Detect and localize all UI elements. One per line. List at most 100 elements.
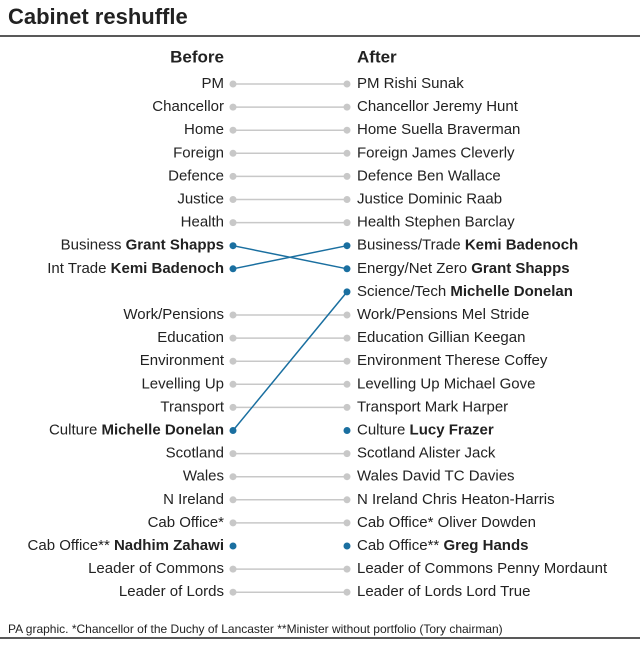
dot bbox=[343, 403, 351, 411]
left-label: Business Grant Shapps bbox=[61, 237, 224, 254]
right-label: Scotland Alister Jack bbox=[357, 445, 496, 462]
right-label: Work/Pensions Mel Stride bbox=[357, 306, 529, 323]
dot bbox=[229, 80, 237, 88]
header-before: Before bbox=[170, 47, 224, 66]
right-label: Transport Mark Harper bbox=[357, 398, 508, 415]
right-label: Energy/Net Zero Grant Shapps bbox=[357, 260, 570, 277]
left-label: PM bbox=[202, 75, 225, 92]
dot bbox=[229, 126, 237, 134]
left-label: Levelling Up bbox=[141, 375, 224, 392]
left-label: Defence bbox=[168, 167, 224, 184]
dot bbox=[343, 450, 351, 458]
header-after: After bbox=[357, 47, 397, 66]
dot bbox=[229, 219, 237, 227]
dot bbox=[229, 242, 237, 250]
label-name: Kemi Badenoch bbox=[465, 237, 578, 254]
label-text: Chancellor bbox=[152, 98, 224, 115]
left-label: Transport bbox=[160, 398, 224, 415]
label-text: Leader of Lords Lord True bbox=[357, 583, 530, 600]
label-text: Culture bbox=[49, 421, 97, 438]
right-label: Cab Office** Greg Hands bbox=[357, 537, 528, 554]
label-text: Environment Therese Coffey bbox=[357, 352, 548, 369]
label-text: Transport Mark Harper bbox=[357, 398, 508, 415]
left-label: Education bbox=[157, 329, 224, 346]
label-text: Wales David TC Davies bbox=[357, 468, 515, 485]
dot bbox=[343, 126, 351, 134]
dot bbox=[343, 172, 351, 180]
dot bbox=[343, 380, 351, 388]
label-text: Int Trade bbox=[47, 260, 106, 277]
label-text: Foreign James Cleverly bbox=[357, 144, 515, 161]
label-text: Science/Tech bbox=[357, 283, 446, 300]
label-name: Kemi Badenoch bbox=[111, 260, 224, 277]
label-text: Cab Office** bbox=[357, 537, 439, 554]
dot bbox=[229, 519, 237, 527]
dot bbox=[229, 334, 237, 342]
left-label: Chancellor bbox=[152, 98, 224, 115]
label-text: Scotland Alister Jack bbox=[357, 445, 496, 462]
dot bbox=[343, 519, 351, 527]
title: Cabinet reshuffle bbox=[8, 4, 188, 29]
dot bbox=[343, 288, 351, 296]
label-text: Wales bbox=[183, 468, 224, 485]
right-label: Foreign James Cleverly bbox=[357, 144, 515, 161]
right-label: Levelling Up Michael Gove bbox=[357, 375, 535, 392]
right-label: Defence Ben Wallace bbox=[357, 167, 501, 184]
right-label: Home Suella Braverman bbox=[357, 121, 520, 138]
dot bbox=[229, 357, 237, 365]
label-name: Michelle Donelan bbox=[101, 421, 224, 438]
label-name: Grant Shapps bbox=[471, 260, 569, 277]
dot bbox=[343, 427, 351, 434]
label-text: Levelling Up Michael Gove bbox=[357, 375, 535, 392]
label-text: PM bbox=[202, 75, 225, 92]
left-label: Leader of Commons bbox=[88, 560, 224, 577]
label-text: Foreign bbox=[173, 144, 224, 161]
label-text: Justice bbox=[177, 190, 224, 207]
label-text: Chancellor Jeremy Hunt bbox=[357, 98, 519, 115]
label-text: Business bbox=[61, 237, 122, 254]
dot bbox=[229, 196, 237, 203]
left-label: N Ireland bbox=[163, 491, 224, 508]
label-text: Cab Office** bbox=[28, 537, 110, 554]
dot bbox=[229, 542, 237, 550]
label-text: N Ireland Chris Heaton-Harris bbox=[357, 491, 555, 508]
label-text: Scotland bbox=[166, 445, 224, 462]
rows: PM PM Rishi Sunak Chancellor Chancellor Jer… bbox=[28, 75, 608, 600]
label-text: Environment bbox=[140, 352, 225, 369]
left-label: Cab Office** Nadhim Zahawi bbox=[28, 537, 224, 554]
left-label: Environment bbox=[140, 352, 225, 369]
dot bbox=[343, 196, 351, 203]
label-text: PM Rishi Sunak bbox=[357, 75, 464, 92]
dot bbox=[229, 588, 237, 596]
dot bbox=[343, 334, 351, 342]
label-name: Lucy Frazer bbox=[410, 421, 494, 438]
right-label: PM Rishi Sunak bbox=[357, 75, 464, 92]
dot bbox=[343, 149, 351, 157]
label-text: Leader of Commons Penny Mordaunt bbox=[357, 560, 608, 577]
left-label: Wales bbox=[183, 468, 224, 485]
dot bbox=[229, 380, 237, 388]
dot bbox=[229, 103, 237, 111]
label-text: Cab Office* bbox=[148, 514, 225, 531]
dot bbox=[343, 473, 351, 481]
label-text: Cab Office* Oliver Dowden bbox=[357, 514, 536, 531]
dot bbox=[343, 542, 351, 550]
dot bbox=[343, 265, 351, 273]
left-label: Leader of Lords bbox=[119, 583, 224, 600]
label-text: Leader of Commons bbox=[88, 560, 224, 577]
dot bbox=[229, 311, 237, 319]
left-label: Health bbox=[181, 214, 224, 231]
move-line bbox=[232, 244, 348, 270]
dot bbox=[343, 311, 351, 319]
label-text: Education bbox=[157, 329, 224, 346]
right-label: Science/Tech Michelle Donelan bbox=[357, 283, 573, 300]
right-label: Leader of Commons Penny Mordaunt bbox=[357, 560, 608, 577]
label-text: Home Suella Braverman bbox=[357, 121, 520, 138]
dot bbox=[229, 496, 237, 504]
dot bbox=[343, 242, 351, 250]
label-text: N Ireland bbox=[163, 491, 224, 508]
left-label: Home bbox=[184, 121, 224, 138]
dot bbox=[229, 427, 237, 434]
left-label: Foreign bbox=[173, 144, 224, 161]
dot bbox=[343, 588, 351, 596]
